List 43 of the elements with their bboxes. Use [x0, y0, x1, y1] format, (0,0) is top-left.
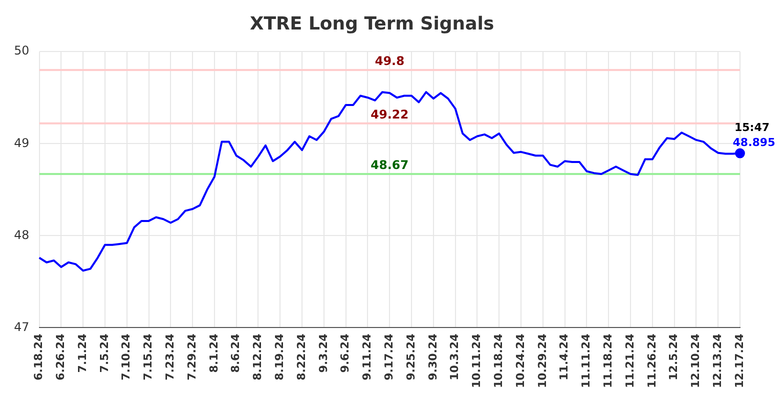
y-tick-label: 50 — [14, 44, 30, 58]
x-tick-label: 9.11.24 — [360, 333, 374, 380]
x-tick-label: 8.12.24 — [251, 333, 264, 380]
x-tick-label: 12.17.24 — [732, 333, 746, 388]
x-tick-label: 8.1.24 — [207, 333, 220, 373]
x-tick-label: 9.17.24 — [382, 333, 396, 380]
x-tick-label: 10.24.24 — [514, 333, 527, 388]
ref-line-label: 48.67 — [370, 158, 409, 172]
x-tick-label: 7.1.24 — [76, 333, 89, 373]
data-label: 48.895 — [732, 136, 776, 150]
chart-title: XTRE Long Term Signals — [250, 13, 494, 34]
x-tick-label: 11.11.24 — [580, 333, 593, 388]
x-tick-label: 11.26.24 — [645, 333, 658, 388]
ref-line-label: 49.8 — [374, 54, 404, 68]
y-tick-label: 48 — [14, 228, 30, 242]
y-tick-label: 47 — [14, 320, 30, 334]
x-tick-label: 6.18.24 — [32, 333, 46, 380]
x-tick-label: 9.25.24 — [404, 333, 418, 380]
x-tick-label: 10.3.24 — [448, 333, 462, 380]
x-tick-label: 12.10.24 — [689, 333, 702, 388]
ref-line-label: 49.22 — [370, 108, 409, 122]
x-tick-label: 8.19.24 — [273, 333, 286, 380]
x-tick-label: 6.26.24 — [54, 333, 68, 380]
x-tick-label: 7.15.24 — [142, 333, 155, 380]
annotation: 15:47 — [734, 121, 770, 134]
x-tick-label: 8.6.24 — [229, 333, 242, 373]
x-tick-label: 11.4.24 — [558, 333, 571, 380]
x-tick-label: 7.29.24 — [185, 333, 198, 380]
x-tick-label: 10.29.24 — [536, 333, 549, 388]
x-tick-label: 8.22.24 — [294, 333, 308, 380]
x-tick-label: 10.18.24 — [492, 333, 505, 388]
x-tick-label: 11.18.24 — [601, 333, 614, 388]
x-tick-label: 7.5.24 — [98, 333, 111, 373]
x-tick-label: 12.5.24 — [667, 333, 680, 380]
x-tick-label: 9.6.24 — [338, 333, 352, 373]
x-tick-label: 11.21.24 — [623, 333, 636, 388]
x-tick-label: 7.10.24 — [120, 333, 133, 380]
x-tick-label: 9.3.24 — [316, 333, 330, 373]
x-tick-label: 9.30.24 — [426, 333, 440, 380]
x-tick-label: 10.11.24 — [470, 333, 484, 388]
y-tick-label: 49 — [14, 136, 30, 150]
x-tick-label: 12.13.24 — [710, 333, 724, 388]
x-tick-label: 7.23.24 — [164, 333, 177, 380]
